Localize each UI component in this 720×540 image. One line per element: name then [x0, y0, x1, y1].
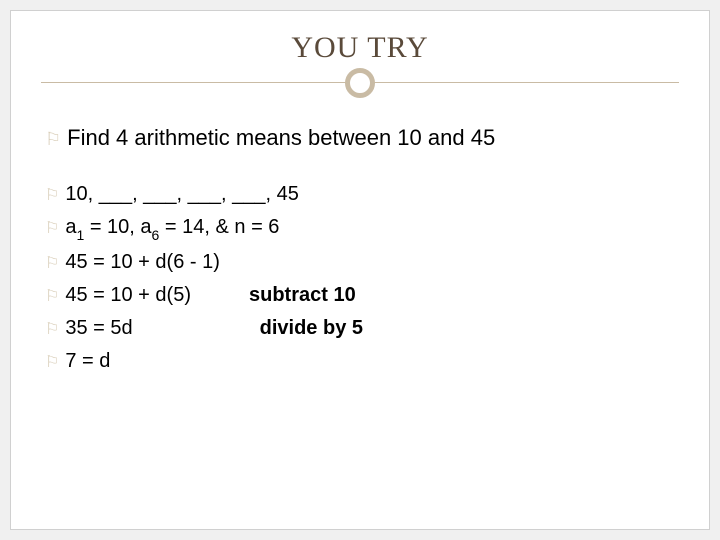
prompt-line: ⚐ Find 4 arithmetic means between 10 and… — [45, 121, 679, 155]
bullet-icon: ⚐ — [45, 184, 59, 209]
work-line-4: ⚐ 45 = 10 + d(5) subtract 10 — [45, 280, 679, 311]
work-line-1: ⚐ 10, ___, ___, ___, ___, 45 — [45, 179, 679, 210]
slide-title: YOU TRY — [41, 31, 679, 65]
line-text: 7 = d — [65, 346, 110, 377]
content-area: ⚐ Find 4 arithmetic means between 10 and… — [41, 83, 679, 377]
line-text: a1 = 10, a6 = 14, & n = 6 — [65, 212, 279, 245]
title-block: YOU TRY — [41, 31, 679, 83]
annotation-text: divide by 5 — [260, 313, 363, 344]
work-line-3: ⚐ 45 = 10 + d(6 - 1) — [45, 247, 679, 278]
eq-text: 35 = 5d — [65, 317, 132, 339]
slide: YOU TRY ⚐ Find 4 arithmetic means betwee… — [10, 10, 710, 530]
work-line-5: ⚐ 35 = 5d divide by 5 — [45, 313, 679, 344]
work-line-6: ⚐ 7 = d — [45, 346, 679, 377]
bullet-icon: ⚐ — [45, 126, 61, 154]
bullet-icon: ⚐ — [45, 285, 59, 310]
line-text: 35 = 5d divide by 5 — [65, 313, 363, 344]
bullet-icon: ⚐ — [45, 252, 59, 277]
prompt-text: Find 4 arithmetic means between 10 and 4… — [67, 121, 495, 155]
line-text: 45 = 10 + d(5) subtract 10 — [65, 280, 355, 311]
bullet-icon: ⚐ — [45, 217, 59, 242]
seg-b: = 10, a — [84, 216, 151, 238]
seg-a: a — [65, 216, 76, 238]
ring-ornament — [345, 68, 375, 98]
line-text: 45 = 10 + d(6 - 1) — [65, 247, 220, 278]
annotation-text: subtract 10 — [249, 280, 356, 311]
line-text: 10, ___, ___, ___, ___, 45 — [65, 179, 299, 210]
bullet-icon: ⚐ — [45, 318, 59, 343]
bullet-icon: ⚐ — [45, 351, 59, 376]
work-line-2: ⚐ a1 = 10, a6 = 14, & n = 6 — [45, 212, 679, 245]
subscript-1: 1 — [76, 227, 84, 243]
seg-c: = 14, & n = 6 — [159, 216, 279, 238]
subscript-6: 6 — [152, 227, 160, 243]
eq-text: 45 = 10 + d(5) — [65, 284, 191, 306]
